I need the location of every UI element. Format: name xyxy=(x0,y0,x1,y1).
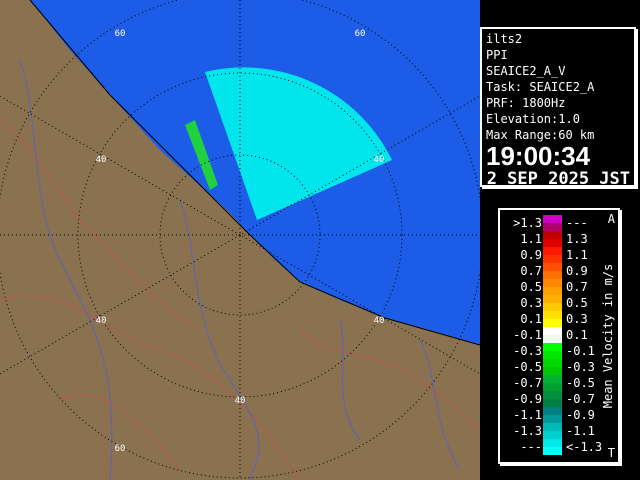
task-name: Task: SEAICE2_A xyxy=(486,80,595,94)
legend-swatch xyxy=(543,343,562,359)
legend-title: Mean Velocity in m/s xyxy=(601,263,615,409)
legend-row: -1.1 -0.9 xyxy=(500,407,600,423)
legend-row: 0.1 0.3 xyxy=(500,311,600,327)
legend-low-label: -0.3 xyxy=(513,344,542,358)
rivers-red xyxy=(0,119,480,480)
legend-high-label: -0.3 xyxy=(566,360,595,374)
legend-swatch xyxy=(543,231,562,247)
legend-swatch xyxy=(543,295,562,311)
legend-high-label: 0.7 xyxy=(566,280,588,294)
range-label: 60 xyxy=(115,444,126,454)
range-label: 40 xyxy=(374,155,385,165)
range-label: 40 xyxy=(96,155,107,165)
legend-high-label: 0.1 xyxy=(566,328,588,342)
legend-low-label: --- xyxy=(520,440,542,454)
legend-swatch xyxy=(543,215,562,231)
scan-mode: PPI xyxy=(486,48,508,62)
legend-low-label: -0.1 xyxy=(513,328,542,342)
legend-high-label: 0.3 xyxy=(566,312,588,326)
legend-row: 0.5 0.7 xyxy=(500,279,600,295)
legend-low-label: -1.1 xyxy=(513,408,542,422)
legend-low-label: 0.3 xyxy=(520,296,542,310)
legend-swatch xyxy=(543,375,562,391)
range-rings xyxy=(0,0,480,480)
legend-low-label: >1.3 xyxy=(513,216,542,230)
legend-low-label: 0.7 xyxy=(520,264,542,278)
legend-high-label: -0.1 xyxy=(566,344,595,358)
legend-low-label: -1.3 xyxy=(513,424,542,438)
legend-high-label: -0.5 xyxy=(566,376,595,390)
legend-swatch xyxy=(543,247,562,263)
radar-name: ilts2 xyxy=(486,32,523,46)
legend-top-mark: A xyxy=(607,212,615,226)
legend-low-label: -0.9 xyxy=(513,392,542,406)
legend-low-label: 0.9 xyxy=(520,248,542,262)
product-name: SEAICE2_A_V xyxy=(486,64,566,78)
legend-row: --- <-1.3 xyxy=(500,439,603,455)
legend-row: -0.9 -0.7 xyxy=(500,391,600,407)
date: 2 SEP 2025 JST xyxy=(486,169,630,189)
legend-swatch xyxy=(543,359,562,375)
legend-row: 0.9 1.1 xyxy=(500,247,600,263)
legend-high-label: 1.3 xyxy=(566,232,588,246)
legend-high-label: 0.5 xyxy=(566,296,588,310)
range-label: 60 xyxy=(115,29,126,39)
radar-ppi-map: 60 60 40 40 40 40 40 60 xyxy=(0,0,480,480)
legend-swatch xyxy=(543,327,562,343)
legend-row: -1.3 -1.1 xyxy=(500,423,600,439)
info-panel: ilts2 PPI SEAICE2_A_V Task: SEAICE2_A PR… xyxy=(480,27,636,189)
legend-low-label: 1.1 xyxy=(520,232,542,246)
range-label: 40 xyxy=(235,396,246,406)
prf: PRF: 1800Hz xyxy=(486,96,566,110)
legend-low-label: 0.1 xyxy=(520,312,542,326)
legend-swatch xyxy=(543,279,562,295)
legend-high-label: --- xyxy=(566,216,588,230)
legend-swatch xyxy=(543,407,562,423)
legend-row: 0.3 0.5 xyxy=(500,295,600,311)
legend-high-label: 1.1 xyxy=(566,248,588,262)
radar-echo-green xyxy=(185,120,218,190)
legend-swatch xyxy=(543,391,562,407)
legend-row: 1.1 1.3 xyxy=(500,231,600,247)
legend-row: -0.3 -0.1 xyxy=(500,343,600,359)
legend-high-label: -0.7 xyxy=(566,392,595,406)
legend-high-label: -0.9 xyxy=(566,408,595,422)
max-range: Max Range:60 km xyxy=(486,128,595,142)
legend-high-label: <-1.3 xyxy=(566,440,603,454)
legend-row: -0.1 0.1 xyxy=(500,327,600,343)
legend-high-label: -1.1 xyxy=(566,424,595,438)
legend-low-label: -0.5 xyxy=(513,360,542,374)
legend-row: 0.7 0.9 xyxy=(500,263,600,279)
legend-row: -0.7 -0.5 xyxy=(500,375,600,391)
coastline xyxy=(29,0,480,346)
velocity-legend: >1.3 --- 1.1 1.3 0.9 1.1 0.7 0.9 0.5 0.7 0.3 0.5 0.1… xyxy=(498,208,620,464)
legend-bottom-mark: T xyxy=(607,446,615,460)
legend-swatch xyxy=(543,263,562,279)
legend-swatch xyxy=(543,311,562,327)
legend-row: >1.3 --- xyxy=(500,215,600,231)
radar-echo-sector xyxy=(205,67,392,220)
legend-low-label: -0.7 xyxy=(513,376,542,390)
range-label: 60 xyxy=(355,29,366,39)
range-label: 40 xyxy=(96,316,107,326)
legend-row: -0.5 -0.3 xyxy=(500,359,600,375)
legend-high-label: 0.9 xyxy=(566,264,588,278)
rivers-blue xyxy=(19,59,461,480)
legend-swatch xyxy=(543,423,562,439)
time: 19:00:34 xyxy=(486,141,591,171)
legend-swatch xyxy=(543,439,562,455)
range-label: 40 xyxy=(374,316,385,326)
elevation: Elevation:1.0 xyxy=(486,112,580,126)
legend-low-label: 0.5 xyxy=(520,280,542,294)
